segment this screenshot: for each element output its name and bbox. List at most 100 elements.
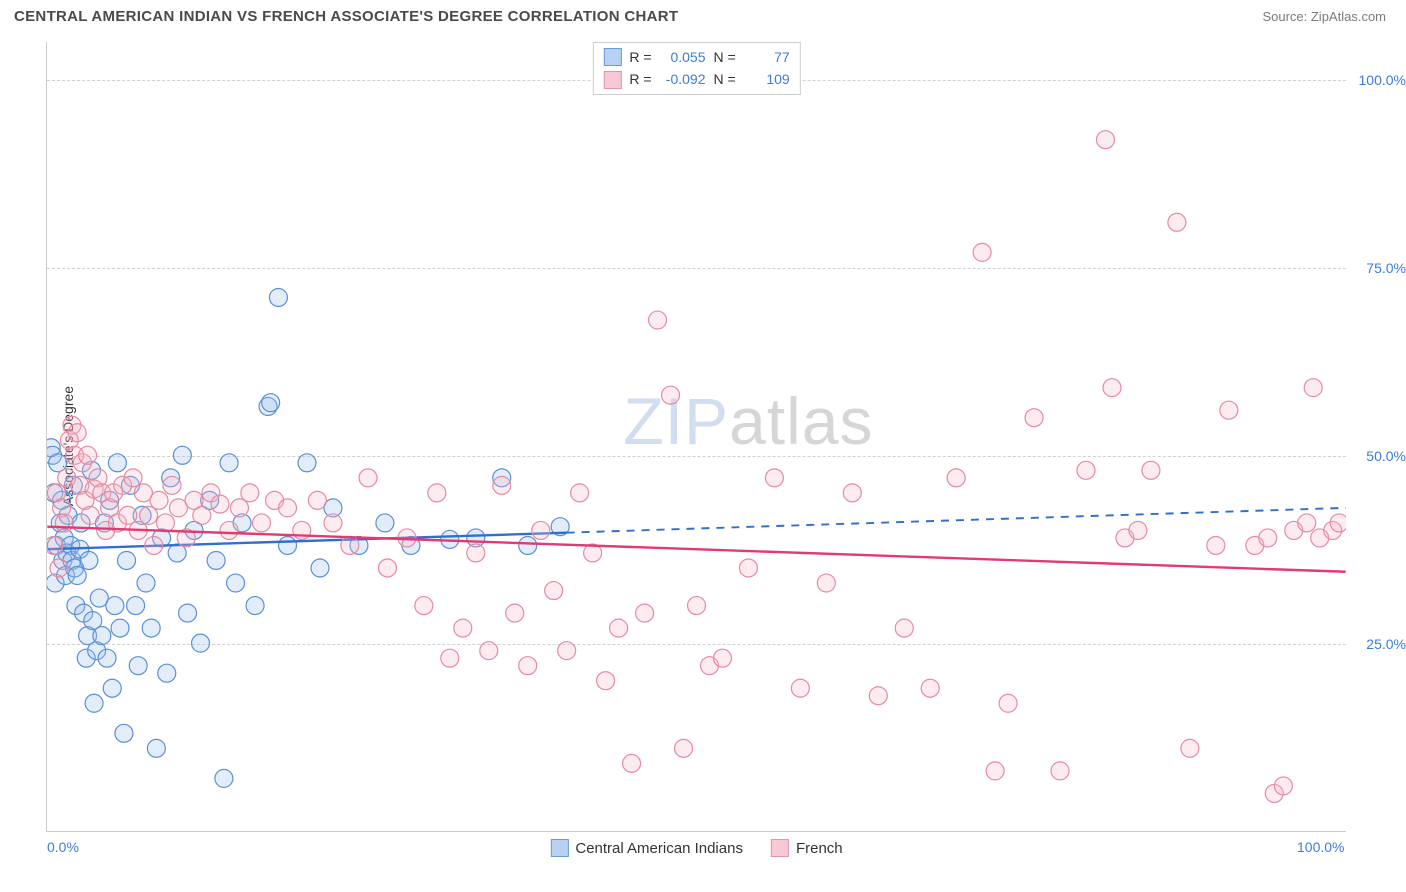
scatter-point [597, 672, 615, 690]
scatter-point [817, 574, 835, 592]
stats-n-label-0: N = [714, 46, 736, 68]
scatter-point [843, 484, 861, 502]
chart-area: ZIPatlas R = 0.055 N = 77 R = -0.092 N =… [46, 42, 1346, 832]
stats-n-value-0: 77 [742, 46, 790, 68]
scatter-point [163, 476, 181, 494]
scatter-point [1025, 409, 1043, 427]
scatter-point [79, 446, 97, 464]
scatter-point [532, 521, 550, 539]
scatter-point [50, 559, 68, 577]
legend-label-1: French [796, 840, 843, 857]
scatter-point [869, 687, 887, 705]
x-tick-label: 100.0% [1297, 839, 1344, 855]
scatter-point [55, 514, 73, 532]
scatter-point [1168, 213, 1186, 231]
scatter-point [1304, 379, 1322, 397]
scatter-point [207, 551, 225, 569]
scatter-point [571, 484, 589, 502]
scatter-point [127, 597, 145, 615]
scatter-plot-svg [47, 42, 1346, 831]
scatter-point [324, 514, 342, 532]
scatter-point [241, 484, 259, 502]
scatter-point [158, 664, 176, 682]
scatter-point [145, 536, 163, 554]
scatter-point [379, 559, 397, 577]
legend: Central American Indians French [550, 839, 842, 857]
scatter-point [68, 567, 86, 585]
scatter-point [1142, 461, 1160, 479]
scatter-point [467, 544, 485, 562]
scatter-point [308, 491, 326, 509]
scatter-point [279, 499, 297, 517]
stats-r-label-0: R = [629, 46, 651, 68]
legend-swatch-0 [550, 839, 568, 857]
stats-r-value-0: 0.055 [658, 46, 706, 68]
scatter-point [713, 649, 731, 667]
scatter-point [1207, 536, 1225, 554]
scatter-point [675, 739, 693, 757]
scatter-point [1298, 514, 1316, 532]
scatter-point [973, 243, 991, 261]
stats-n-label-1: N = [714, 68, 736, 90]
scatter-point [115, 724, 133, 742]
scatter-point [137, 574, 155, 592]
scatter-point [428, 484, 446, 502]
scatter-point [441, 649, 459, 667]
scatter-point [662, 386, 680, 404]
scatter-point [269, 288, 287, 306]
scatter-point [111, 619, 129, 637]
scatter-point [636, 604, 654, 622]
scatter-point [93, 627, 111, 645]
stats-r-value-1: -0.092 [658, 68, 706, 90]
scatter-point [220, 454, 238, 472]
scatter-point [262, 394, 280, 412]
scatter-point [739, 559, 757, 577]
scatter-point [173, 446, 191, 464]
scatter-point [610, 619, 628, 637]
scatter-point [230, 499, 248, 517]
x-tick-label: 0.0% [47, 839, 79, 855]
scatter-point [480, 642, 498, 660]
scatter-point [81, 506, 99, 524]
legend-item-1: French [771, 839, 843, 857]
scatter-point [147, 739, 165, 757]
scatter-point [311, 559, 329, 577]
stats-r-label-1: R = [629, 68, 651, 90]
scatter-point [359, 469, 377, 487]
y-tick-label: 75.0% [1351, 260, 1406, 276]
scatter-point [895, 619, 913, 637]
scatter-point [103, 679, 121, 697]
scatter-point [211, 495, 229, 513]
trend-line [47, 527, 1345, 572]
scatter-point [947, 469, 965, 487]
scatter-point [253, 514, 271, 532]
scatter-point [558, 642, 576, 660]
scatter-point [1274, 777, 1292, 795]
scatter-point [1129, 521, 1147, 539]
scatter-point [124, 469, 142, 487]
scatter-point [415, 597, 433, 615]
scatter-point [298, 454, 316, 472]
legend-label-0: Central American Indians [575, 840, 743, 857]
scatter-point [47, 536, 63, 554]
scatter-point [921, 679, 939, 697]
stats-swatch-0 [603, 48, 621, 66]
scatter-point [192, 634, 210, 652]
scatter-point [454, 619, 472, 637]
scatter-point [986, 762, 1004, 780]
scatter-point [649, 311, 667, 329]
scatter-point [108, 454, 126, 472]
scatter-point [1220, 401, 1238, 419]
scatter-point [246, 597, 264, 615]
trend-line-dashed [567, 508, 1346, 533]
scatter-point [765, 469, 783, 487]
scatter-point [179, 604, 197, 622]
scatter-point [98, 649, 116, 667]
chart-title: CENTRAL AMERICAN INDIAN VS FRENCH ASSOCI… [14, 8, 678, 25]
scatter-point [341, 536, 359, 554]
scatter-point [156, 514, 174, 532]
stats-row-1: R = -0.092 N = 109 [603, 68, 789, 90]
scatter-point [1181, 739, 1199, 757]
y-tick-label: 25.0% [1351, 636, 1406, 652]
scatter-point [227, 574, 245, 592]
